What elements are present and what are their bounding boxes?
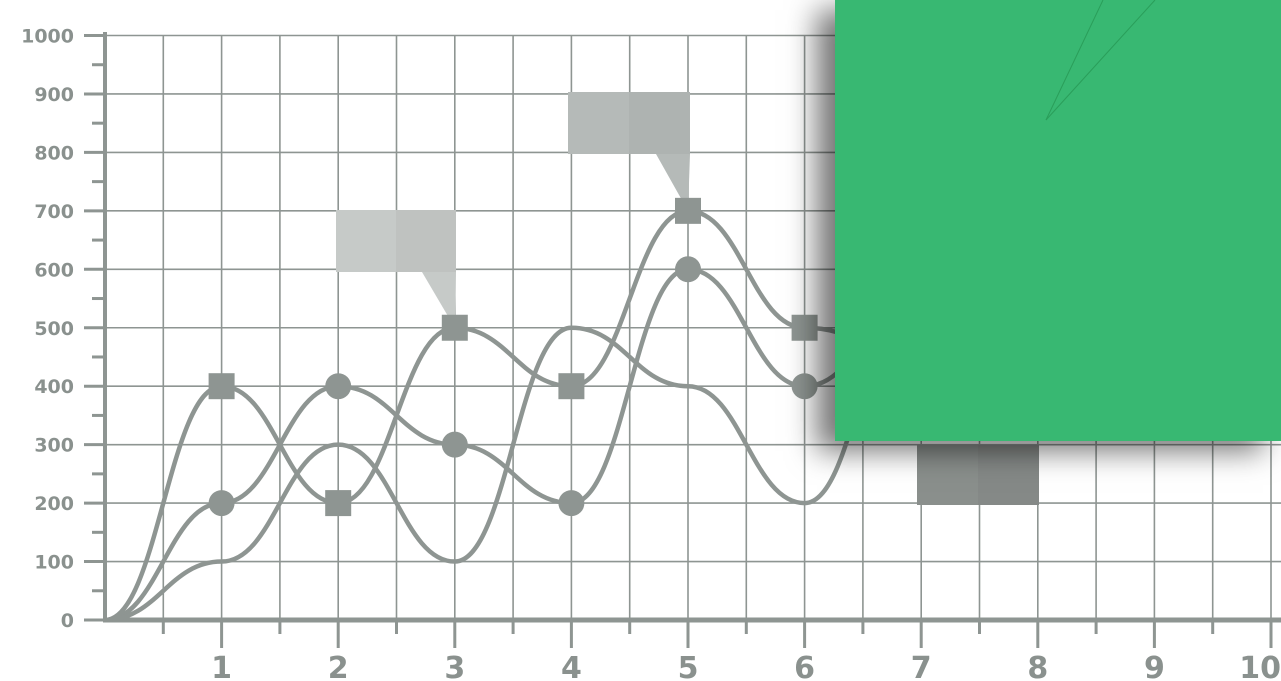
tick-labels: 0 100 200 300 400 500 600 700 800 900 1000 1 2 3 4 5 6 7 8… (21, 26, 1281, 681)
overlay-line (1045, 0, 1104, 121)
x-tick-label: 6 (794, 651, 815, 681)
y-tick-label: 200 (34, 493, 74, 515)
y-tick-label: 100 (34, 552, 74, 574)
callout-bubble (336, 210, 456, 328)
y-tick-label: 300 (34, 435, 74, 457)
callout-pointer (422, 272, 456, 328)
callout-box (917, 445, 1039, 505)
x-tick-label: 5 (678, 651, 699, 681)
series-2-point (441, 431, 468, 458)
overlay-lines (1045, 0, 1156, 121)
callout-pointer (656, 154, 690, 211)
callout-box (568, 92, 690, 154)
x-tick-label: 2 (328, 651, 349, 681)
callout-bubble (568, 92, 690, 211)
series-2-point (208, 490, 235, 517)
callout-box (336, 210, 456, 272)
callout-shade (396, 210, 456, 272)
y-tick-label: 0 (61, 610, 74, 632)
y-tick-label: 700 (34, 201, 74, 223)
series-1-point (325, 490, 352, 517)
x-tick-label: 3 (444, 651, 465, 681)
series-1-point (558, 373, 585, 400)
series-2-point (791, 373, 818, 400)
series-line-2 (104, 267, 922, 623)
series-2-point (558, 490, 585, 517)
series-2-point (325, 373, 352, 400)
axes (84, 32, 1281, 648)
x-tick-label: 4 (561, 651, 582, 681)
x-tick-label: 8 (1027, 651, 1048, 681)
series-1-point (208, 373, 235, 400)
callout-shade (978, 445, 1039, 505)
x-tick-label: 9 (1144, 651, 1165, 681)
overlay-line (1045, 0, 1156, 121)
x-tick-label: 7 (911, 651, 932, 681)
green-overlay-panel (835, 0, 1281, 441)
series-2-point (675, 256, 701, 283)
series-1-point (675, 197, 701, 224)
y-tick-label: 800 (34, 142, 74, 164)
series-1-point (791, 314, 818, 341)
series-line-3 (104, 267, 922, 623)
x-tick-label: 1 (211, 651, 232, 681)
callout-bubble (917, 445, 1039, 505)
y-tick-label: 500 (34, 318, 74, 340)
series (104, 197, 935, 623)
series-1-point (441, 314, 468, 341)
y-tick-label: 600 (34, 259, 74, 281)
callouts (336, 92, 1039, 505)
y-tick-label: 400 (34, 376, 74, 398)
y-tick-label: 900 (34, 84, 74, 106)
callout-shade (629, 92, 690, 154)
x-tick-label: 10 (1239, 651, 1281, 681)
y-tick-label: 1000 (21, 26, 74, 48)
